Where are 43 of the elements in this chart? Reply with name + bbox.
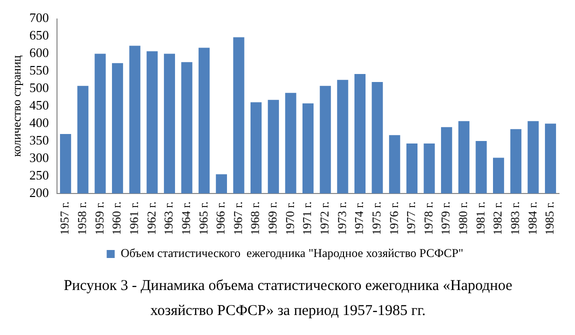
x-tick-label: 1985 г. <box>542 201 557 236</box>
x-tick-label: 1977 г. <box>404 201 418 236</box>
y-tick-label: 650 <box>29 28 49 43</box>
x-tick-label: 1972 г. <box>318 201 332 236</box>
x-tick-label: 1981 г. <box>473 201 488 236</box>
y-tick-label: 700 <box>29 10 49 26</box>
y-tick-label: 600 <box>29 45 49 60</box>
x-tick-label: 1973 г. <box>334 201 349 236</box>
x-tick-label: 1982 г. <box>490 201 505 236</box>
legend-label: Объем статистического ежегодника "Народное хозяйство РСФСР" <box>120 246 464 260</box>
x-tick-label: 1976 г. <box>386 201 401 236</box>
y-tick-label: 450 <box>29 98 49 113</box>
x-tick-label: 1959 г. <box>92 201 106 236</box>
y-axis-title: количество страниц <box>9 54 24 157</box>
x-tick-label: 1958 г. <box>75 201 90 236</box>
x-tick-label: 1983 г. <box>508 201 522 236</box>
x-tick-label: 1965 г. <box>196 201 210 236</box>
x-tick-label: 1980 г. <box>456 201 470 236</box>
x-tick-label: 1967 г. <box>230 201 245 236</box>
y-tick-label: 350 <box>29 132 49 148</box>
y-tick-label: 500 <box>29 80 49 96</box>
x-tick-label: 1974 г. <box>352 201 366 236</box>
y-tick-label: 300 <box>29 150 49 165</box>
x-tick-label: 1979 г. <box>438 201 453 236</box>
x-tick-label: 1978 г. <box>421 201 436 236</box>
y-tick-label: 200 <box>29 184 49 200</box>
y-tick-label: 550 <box>29 62 49 78</box>
x-tick-label: 1961 г. <box>126 201 141 236</box>
x-tick-label: 1964 г. <box>178 201 193 236</box>
x-tick-label: 1968 г. <box>248 201 262 236</box>
x-tick-label: 1957 г. <box>58 201 72 236</box>
x-tick-label: 1960 г. <box>110 201 124 236</box>
x-tick-label: 1975 г. <box>369 201 384 236</box>
text: Рисунок 3 - Динамика объема статистического ежегодника «Народное хозяйство РСФСР» за период 1957-1985 гг. <box>62 277 514 321</box>
x-tick-label: 1969 г. <box>266 201 280 236</box>
x-tick-label: 1963 г. <box>162 201 176 236</box>
x-tick-label: 1966 г. <box>214 201 228 236</box>
x-tick-label: 1962 г. <box>144 201 158 236</box>
x-tick-label: 1984 г. <box>525 201 540 236</box>
x-tick-label: 1971 г. <box>300 201 314 236</box>
x-tick-label: 1970 г. <box>282 201 297 236</box>
y-tick-label: 250 <box>29 167 49 182</box>
y-tick-label: 400 <box>29 115 49 130</box>
